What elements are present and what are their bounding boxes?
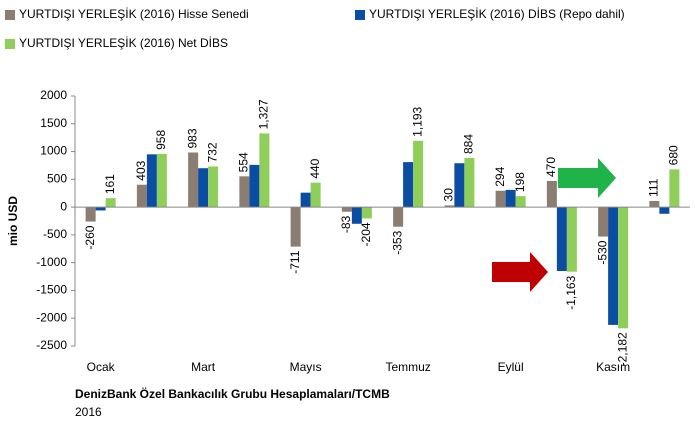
bar	[505, 189, 516, 208]
bar	[444, 205, 455, 208]
data-label: 111	[647, 178, 661, 197]
x-tick-label: Mart	[191, 360, 216, 374]
bar	[393, 207, 404, 227]
data-label: -204	[359, 222, 373, 246]
y-tick-label: 500	[47, 172, 67, 186]
bar	[136, 184, 147, 208]
bar	[249, 164, 260, 208]
bar	[618, 207, 629, 329]
data-label: 1,327	[257, 99, 271, 129]
bar	[669, 169, 680, 208]
legend-label: YURTDIŞI YERLEŞİK (2016) Net DİBS	[19, 36, 228, 50]
bar	[341, 207, 352, 212]
data-label: 294	[493, 166, 507, 186]
bar	[259, 133, 270, 208]
data-label: -530	[595, 240, 609, 264]
data-label: 1,193	[410, 106, 424, 136]
data-label: -1,163	[564, 275, 578, 309]
bar	[413, 140, 424, 208]
bar	[105, 198, 116, 208]
bar	[351, 207, 362, 224]
red-arrow	[492, 252, 548, 292]
x-tick-label: Mayıs	[290, 360, 322, 374]
data-label: 958	[154, 130, 168, 150]
y-tick-label: 1000	[40, 144, 67, 158]
bar	[188, 152, 199, 208]
bar	[156, 153, 167, 208]
data-label: 732	[205, 142, 219, 162]
data-label: 403	[134, 160, 148, 180]
bar	[361, 207, 372, 219]
bar	[546, 181, 557, 208]
legend-swatch	[355, 10, 365, 20]
legend-swatch	[5, 39, 15, 49]
data-label: -260	[83, 225, 97, 249]
bar	[566, 207, 577, 272]
data-label: -2,182	[615, 332, 629, 366]
y-tick-label: -1000	[36, 255, 67, 269]
legend-label: YURTDIŞI YERLEŞİK (2016) DİBS (Repo dahi…	[369, 7, 625, 21]
bar	[649, 200, 660, 208]
bar	[454, 163, 465, 208]
legend-swatch	[5, 10, 15, 20]
data-label: -83	[339, 215, 353, 233]
x-tick-label: Ocak	[87, 360, 116, 374]
y-tick-label: -500	[43, 227, 67, 241]
bar	[556, 207, 567, 271]
bar	[208, 166, 219, 208]
bar	[95, 207, 106, 211]
bar	[659, 207, 670, 214]
note: 2016	[75, 405, 102, 419]
data-label: 680	[667, 145, 681, 165]
data-label: 884	[462, 134, 476, 154]
x-tick-label: Kasım	[596, 360, 630, 374]
data-label: 161	[103, 174, 117, 194]
data-label: 198	[513, 172, 527, 192]
bar	[495, 190, 506, 208]
legend-label: YURTDIŞI YERLEŞİK (2016) Hisse Senedi	[19, 7, 249, 21]
data-label: 440	[308, 158, 322, 178]
bar	[464, 158, 475, 208]
bar	[515, 196, 526, 208]
y-tick-label: -1500	[36, 283, 67, 297]
y-tick-label: -2500	[36, 338, 67, 352]
x-tick-label: Eylül	[498, 360, 524, 374]
bar	[290, 207, 301, 247]
y-tick-label: 0	[60, 199, 67, 213]
bar	[598, 207, 609, 237]
data-label: -711	[288, 250, 302, 273]
bar	[310, 182, 321, 208]
y-tick-label: 2000	[40, 88, 67, 102]
y-tick-label: 1500	[40, 116, 67, 130]
y-axis-label: mio USD	[6, 196, 20, 246]
green-arrow	[558, 158, 616, 198]
data-label: 983	[185, 128, 199, 148]
bar	[403, 162, 414, 208]
bar	[85, 207, 96, 222]
bar	[146, 154, 157, 208]
x-tick-label: Temmuz	[385, 360, 430, 374]
bar	[608, 207, 619, 325]
data-label: 554	[237, 152, 251, 172]
data-label: -353	[390, 230, 404, 254]
data-label: 470	[544, 157, 558, 177]
y-tick-label: -2000	[36, 310, 67, 324]
data-label: 30	[442, 188, 456, 202]
bar	[239, 176, 250, 208]
source: DenizBank Özel Bankacılık Grubu Hesaplam…	[75, 386, 390, 401]
bar	[198, 168, 209, 208]
bar	[300, 192, 311, 208]
